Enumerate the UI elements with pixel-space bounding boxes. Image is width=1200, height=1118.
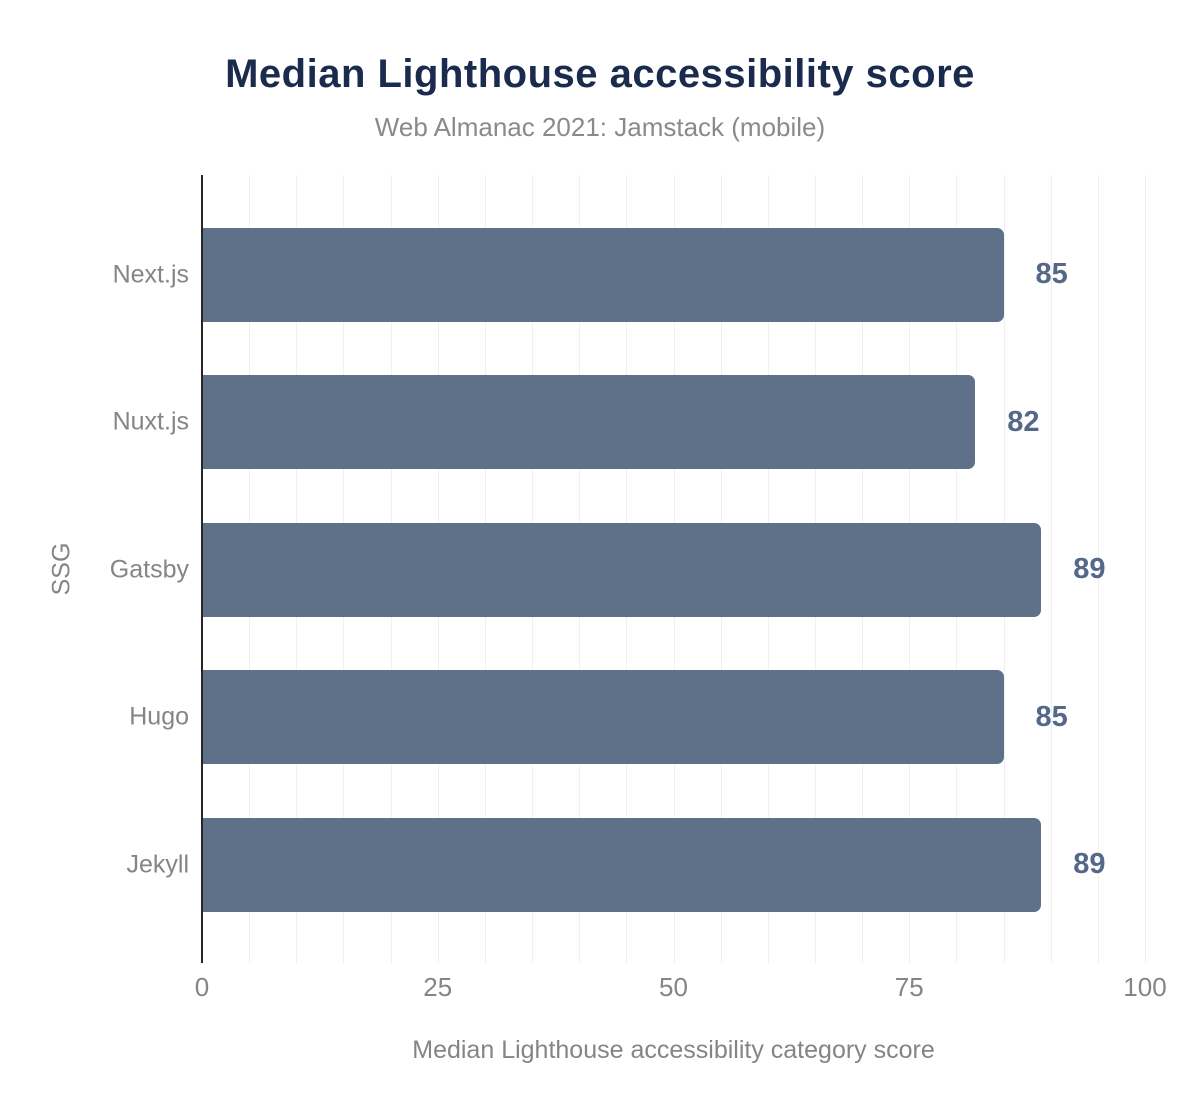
category-label: Hugo [129,702,189,731]
x-axis-title: Median Lighthouse accessibility category… [412,1036,935,1064]
y-axis-title: SSG [47,542,76,596]
x-tick-label: 75 [894,972,924,1002]
y-axis-line [201,175,203,963]
bar [202,522,1042,617]
bar-row: Jekyll 89 [126,791,1145,939]
gridline [1145,175,1146,963]
bar [202,817,1042,912]
value-label: 89 [1073,553,1106,586]
bar [202,227,1004,322]
x-tick-label: 0 [194,972,210,1002]
plot-area: Next.js 85 Nuxt.js 82 Gatsby 89 Hugo 85 Jekyll 89 [110,175,1146,963]
bar [202,670,1004,765]
value-label: 82 [1007,405,1040,438]
value-label: 89 [1073,848,1106,881]
value-label: 85 [1035,258,1068,291]
bar-row: Hugo 85 [129,644,1145,792]
gridline [1097,175,1099,963]
chart-subtitle: Web Almanac 2021: Jamstack (mobile) [374,112,826,142]
category-label: Gatsby [109,555,189,584]
gridline [1050,175,1052,963]
x-axis-ticks: 0 25 50 75 100 [195,972,1167,1004]
x-tick-label: 50 [659,972,688,1002]
category-label: Next.js [112,260,189,289]
bar [202,375,976,470]
bar-row: Gatsby 89 [110,496,1145,644]
bar-row: Nuxt.js 82 [113,349,1145,497]
bar-rows: Next.js 85 Nuxt.js 82 Gatsby 89 Hugo 85 Jekyll 89 [110,175,1145,963]
category-label: Nuxt.js [112,407,189,436]
category-label: Jekyll [126,850,189,879]
bar-row: Next.js 85 [113,201,1145,349]
chart-title: Median Lighthouse accessibility score [225,52,975,96]
x-tick-label: 100 [1123,972,1167,1002]
x-tick-label: 25 [423,972,453,1002]
value-label: 85 [1035,700,1068,733]
